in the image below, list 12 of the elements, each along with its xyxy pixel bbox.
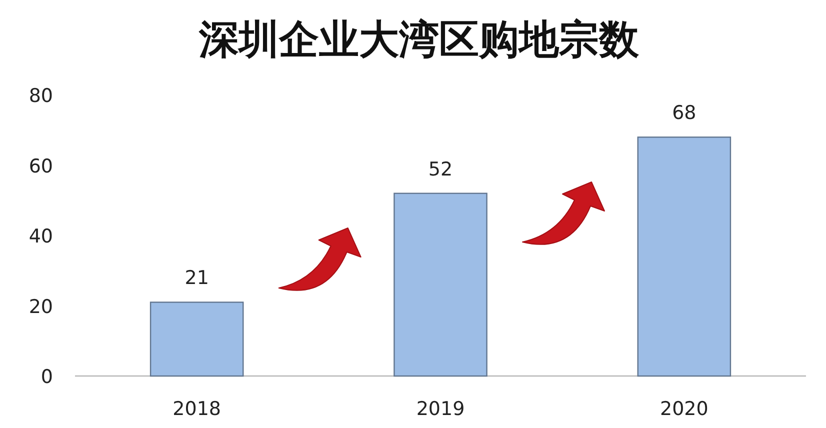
y-tick-label: 60 xyxy=(28,155,53,178)
y-tick-label: 20 xyxy=(28,296,53,318)
data-label: 52 xyxy=(428,158,453,180)
y-tick-label: 0 xyxy=(40,366,53,388)
data-label: 21 xyxy=(184,267,209,290)
y-tick-label: 80 xyxy=(28,85,53,107)
x-tick-label: 2019 xyxy=(416,398,465,420)
y-tick-label: 40 xyxy=(28,226,53,248)
title: 深圳企业大湾区购地宗数 xyxy=(199,17,639,63)
data-label: 68 xyxy=(672,102,696,124)
x-tick-label: 2018 xyxy=(172,398,222,420)
x-tick-label: 2020 xyxy=(660,398,708,420)
